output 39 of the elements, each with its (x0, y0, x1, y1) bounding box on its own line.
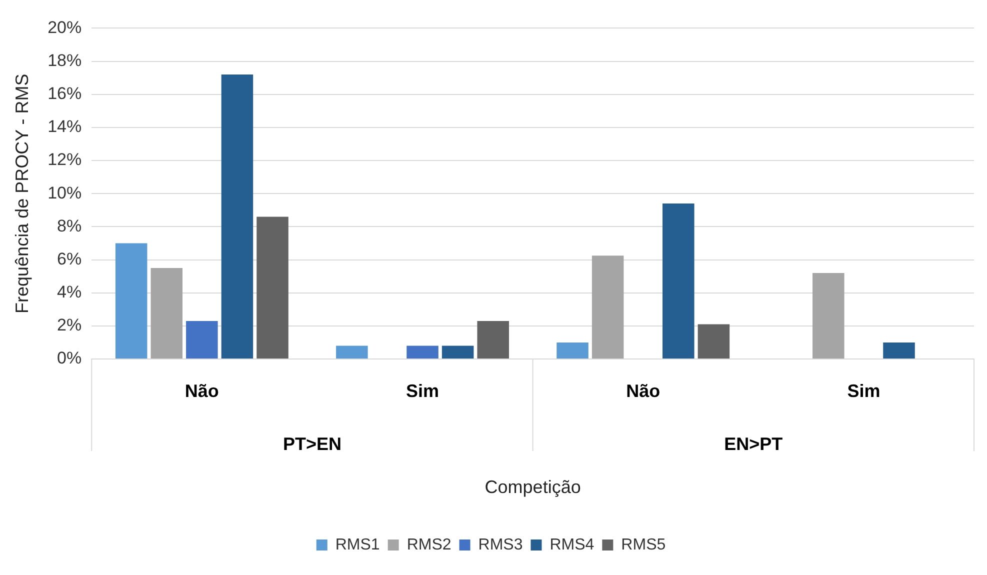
y-tick-label: 0% (57, 348, 82, 368)
text: PT>EN (282, 434, 342, 454)
x-tick-label: Sim (406, 380, 440, 401)
bar (592, 256, 624, 358)
x-tick-label: Sim (847, 380, 880, 401)
bar (442, 346, 474, 358)
legend-label: RMS4 (550, 536, 594, 554)
x-tick-label: Não (184, 380, 219, 401)
bar (883, 342, 915, 358)
y-tick-label: 14% (48, 117, 82, 136)
legend-label: RMS2 (406, 536, 452, 554)
legend-label: RMS5 (621, 536, 666, 554)
y-tick-label: 12% (48, 150, 82, 170)
bar (662, 204, 694, 358)
x-axis-title: Competição (484, 477, 581, 498)
bar (556, 342, 588, 358)
bar (221, 74, 254, 358)
bar (698, 324, 730, 358)
text: EN>PT (724, 434, 783, 454)
legend-label: RMS3 (478, 536, 523, 554)
bar (477, 320, 509, 358)
y-tick-label: 6% (57, 249, 82, 268)
bar (186, 320, 218, 358)
bar (812, 272, 844, 358)
y-tick-label: 18% (48, 50, 82, 70)
y-tick-label: 4% (57, 282, 82, 302)
legend-label: RMS1 (335, 536, 380, 554)
bar (406, 346, 438, 358)
bar (115, 243, 148, 358)
bar (256, 216, 288, 358)
y-tick-label: 20% (48, 18, 82, 37)
x-tick-label: Não (626, 380, 660, 401)
y-tick-label: 8% (57, 216, 82, 236)
bar (150, 268, 183, 358)
bar (336, 346, 368, 358)
y-tick-label: 2% (57, 316, 82, 335)
y-tick-label: 16% (48, 84, 82, 104)
y-tick-label: 10% (48, 183, 82, 202)
y-axis-title: Frequência de PROCY - RMS (12, 74, 32, 314)
